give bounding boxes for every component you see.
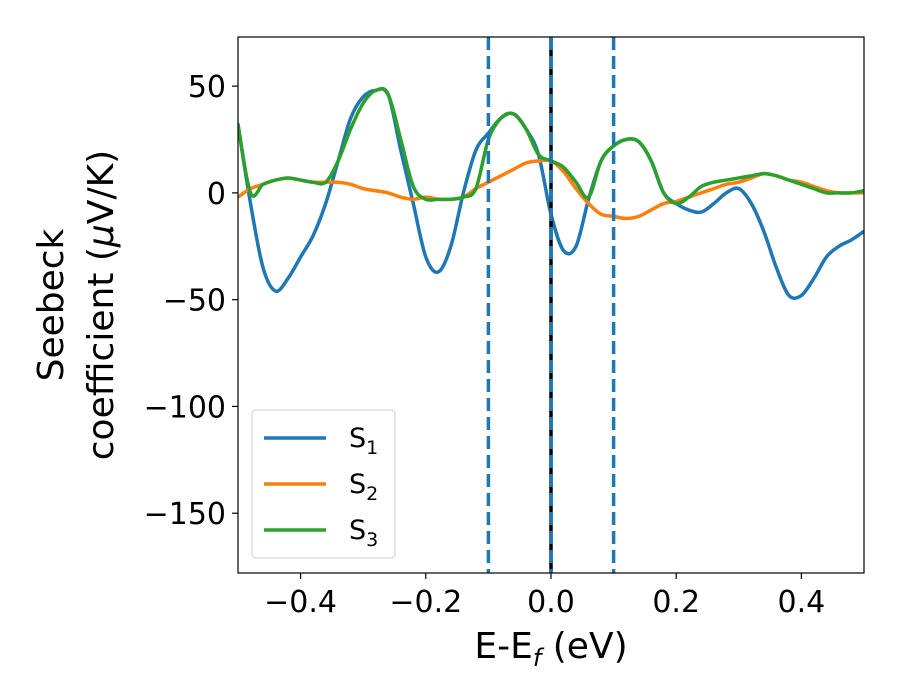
y-axis-label-text: coefficient ( <box>81 247 122 460</box>
x-tick-label: 0.2 <box>652 585 700 620</box>
x-tick-label: 0.4 <box>778 585 826 620</box>
legend-label: S3 <box>349 515 378 551</box>
y-tick-label: 50 <box>188 70 226 105</box>
x-axis-label-main: E-E <box>474 626 532 667</box>
x-axis-label-unit: (eV) <box>541 626 627 667</box>
y-axis-label-unit: V/K) <box>81 150 122 224</box>
legend-label: S1 <box>349 423 378 459</box>
y-axis-label-mu: μ <box>81 224 122 248</box>
y-ticks: 50 0 −50 −100 −150 <box>144 70 238 532</box>
reference-lines <box>486 37 616 573</box>
y-axis-label-line2: coefficient (μV/K) <box>81 150 122 460</box>
x-ticks: −0.4 −0.2 0.0 0.2 0.4 <box>264 573 825 620</box>
x-tick-label: −0.2 <box>389 585 462 620</box>
legend-label: S2 <box>349 469 378 505</box>
legend-item-s2: S2 <box>264 469 378 505</box>
y-axis-label: Seebeck coefficient (μV/K) <box>31 150 122 460</box>
legend: S1 S2 S3 <box>251 409 396 559</box>
y-tick-label: −50 <box>163 284 226 319</box>
y-tick-label: 0 <box>207 177 226 212</box>
legend-item-s3: S3 <box>264 515 378 551</box>
y-tick-label: −150 <box>144 497 226 532</box>
y-axis-label-line1: Seebeck <box>31 228 72 381</box>
y-tick-label: −100 <box>144 390 226 425</box>
x-tick-label: 0.0 <box>527 585 575 620</box>
legend-item-s1: S1 <box>264 423 378 459</box>
x-axis-label: E-Ef (eV) <box>474 626 627 672</box>
x-tick-label: −0.4 <box>264 585 337 620</box>
